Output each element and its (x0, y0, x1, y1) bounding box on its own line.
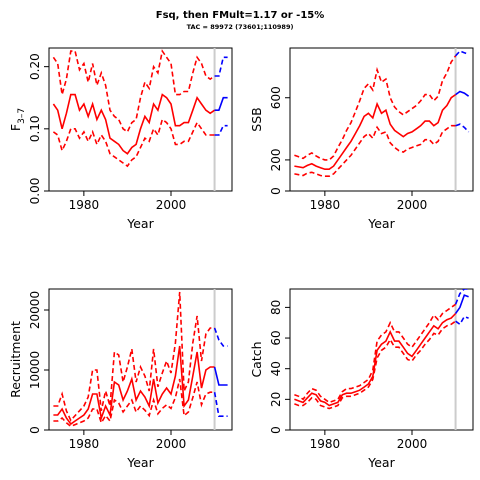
recruitment-xlabel: Year (126, 455, 154, 470)
fbar-ylabel-main: F (8, 124, 23, 131)
ssb-history-lower-line (294, 124, 456, 177)
recruitment-history-upper-line (53, 291, 215, 422)
fbar-ytick-label: 0.20 (28, 53, 42, 80)
fbar-history-median-line (52, 93, 216, 155)
catch-ylabel-main: Catch (249, 341, 264, 377)
recruitment-frame (48, 288, 233, 431)
ssb-series-group (294, 50, 470, 177)
recruitment-projection-median-line (213, 366, 228, 386)
fbar-xtick-label: 2000 (156, 198, 187, 212)
figure-subtitle: TAC = 89972 (73601;110989) (186, 23, 294, 31)
fbar-series-group (52, 49, 228, 168)
fbar-panel: 1980 2000 0.00 0.10 0.20 Year F3–7 (8, 47, 233, 231)
fbar-xtick-label: 1980 (69, 198, 100, 212)
recruitment-history-median-line (53, 345, 215, 426)
catch-series-group (294, 289, 469, 410)
ssb-projection-upper-line (455, 50, 469, 57)
figure-title: Fsq, then FMult=1.17 or -15% (155, 10, 325, 21)
catch-ytick-label: 0 (269, 426, 283, 434)
fbar-frame (48, 47, 233, 192)
catch-ytick-label: 20 (269, 392, 283, 407)
catch-projection-lower-line (455, 315, 469, 326)
ssb-history-median-line (294, 93, 457, 170)
ssb-ytick-label: 600 (269, 86, 283, 109)
fbar-ylabel: F3–7 (8, 108, 27, 131)
ssb-projection-lower-line (455, 123, 470, 133)
fbar-ytick-label: 0.00 (28, 178, 42, 205)
recruitment-ytick-label: 0 (28, 426, 42, 434)
catch-history-lower-line (294, 320, 457, 410)
recruitment-history-lower-line (53, 378, 215, 428)
catch-xlabel: Year (367, 455, 395, 470)
ssb-ylabel-main: SSB (249, 107, 264, 131)
recruitment-xtick-label: 1980 (69, 437, 100, 451)
recruitment-projection-lower-line (213, 392, 228, 417)
catch-frame (289, 288, 474, 431)
fbar-ylabel-sub: 3–7 (17, 108, 27, 124)
catch-ytick-label: 80 (269, 300, 283, 315)
fbar-xlabel: Year (126, 216, 154, 231)
catch-ylabel: Catch (249, 341, 264, 377)
ssb-panel: 1980 2000 0 200 600 Year SSB (249, 47, 474, 231)
recruitment-xtick-label: 2000 (156, 437, 187, 451)
catch-xtick-label: 1980 (310, 437, 341, 451)
recruitment-ylabel-main: Recruitment (8, 321, 23, 398)
ssb-ytick-label: 200 (269, 148, 283, 171)
fbar-projection-lower-line (214, 124, 228, 136)
ssb-xtick-label: 1980 (310, 198, 341, 212)
catch-history-upper-line (294, 303, 457, 404)
recruitment-series-group (53, 291, 228, 428)
ssb-xtick-label: 2000 (397, 198, 428, 212)
catch-panel: 1980 2000 0 20 40 60 80 Year Catch (249, 288, 474, 470)
catch-xtick-label: 2000 (397, 437, 428, 451)
catch-ytick-label: 40 (269, 361, 283, 376)
recruitment-ytick-label: 10000 (28, 351, 42, 389)
catch-ytick-label: 60 (269, 330, 283, 345)
fbar-history-upper-line (52, 49, 216, 134)
recruitment-ytick-label: 20000 (28, 291, 42, 329)
ssb-projection-median-line (455, 90, 470, 97)
recruitment-ylabel: Recruitment (8, 321, 23, 398)
fbar-ytick-label: 0.10 (28, 115, 42, 142)
ssb-ytick-label: 0 (269, 187, 283, 195)
ssb-xlabel: Year (367, 216, 395, 231)
recruitment-projection-upper-line (213, 327, 228, 347)
fbar-projection-upper-line (214, 56, 228, 77)
catch-projection-median-line (454, 294, 469, 314)
fbar-history-lower-line (52, 118, 215, 168)
ssb-ylabel: SSB (249, 107, 264, 131)
ssb-history-upper-line (294, 55, 457, 161)
fbar-projection-median-line (214, 96, 228, 111)
ssb-frame (289, 47, 474, 192)
catch-history-median-line (294, 312, 457, 407)
